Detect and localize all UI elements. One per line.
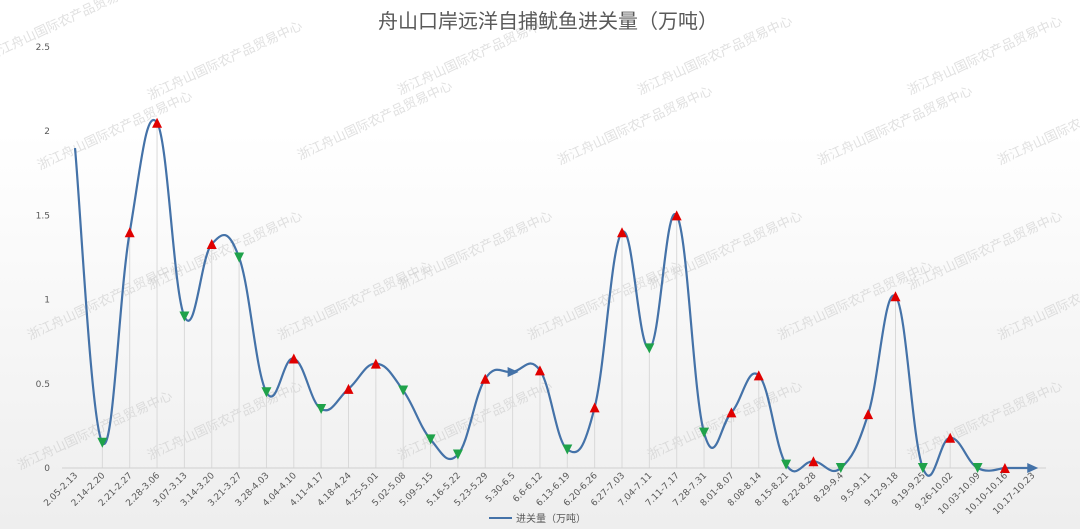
- data-marker-down: [699, 427, 710, 438]
- data-marker-down: [234, 252, 245, 263]
- data-marker-up: [890, 291, 901, 302]
- data-marker-up: [206, 239, 217, 250]
- watermark-text: 浙江舟山国际农产品贸易中心: [295, 79, 455, 164]
- data-marker-up: [753, 370, 764, 381]
- y-tick-label: 2.5: [36, 43, 50, 53]
- data-marker-up: [534, 365, 545, 376]
- watermark-text: 浙江舟山国际农产品贸易中心: [905, 14, 1065, 99]
- watermark-text: 浙江舟山国际农产品贸易中心: [395, 209, 555, 294]
- y-tick-label: 0.5: [36, 380, 50, 390]
- watermark-text: 浙江舟山国际农产品贸易中心: [645, 209, 805, 294]
- series-line: [73, 119, 1029, 477]
- data-marker-right: [1027, 463, 1039, 473]
- watermark-text: 浙江舟山国际农产品贸易中心: [145, 19, 305, 104]
- data-marker-up: [589, 402, 600, 413]
- drop-lines: [101, 122, 951, 468]
- watermark-text: 浙江舟山国际农产品贸易中心: [555, 84, 715, 169]
- markers: [97, 117, 1039, 473]
- watermark-text: 浙江舟山国际农产品贸易中心: [275, 259, 435, 344]
- data-marker-down: [972, 463, 983, 473]
- data-marker-down: [452, 449, 463, 460]
- data-marker-up: [726, 407, 737, 418]
- data-marker-down: [425, 434, 436, 445]
- data-marker-down: [179, 311, 190, 322]
- watermark-text: 浙江舟山国际农产品贸易中心: [0, 0, 145, 64]
- data-marker-down: [644, 343, 655, 354]
- y-tick-label: 0: [44, 464, 50, 474]
- y-tick-label: 2: [44, 127, 50, 137]
- data-marker-up: [124, 227, 135, 238]
- watermark-text: 浙江舟山国际农产品贸易中心: [905, 379, 1065, 464]
- data-marker-up: [808, 456, 819, 467]
- watermark-text: 浙江舟山国际农产品贸易中心: [35, 89, 195, 174]
- watermark-text: 浙江舟山国际农产品贸易中心: [905, 209, 1065, 294]
- data-marker-up: [863, 409, 874, 420]
- watermark-text: 浙江舟山国际农产品贸易中心: [815, 84, 975, 169]
- data-marker-up: [343, 383, 354, 394]
- watermark-text: 浙江舟山国际农产品贸易中心: [995, 84, 1080, 169]
- legend: 进关量（万吨）: [489, 512, 586, 525]
- chart-title: 舟山口岸远洋自捕鱿鱼进关量（万吨）: [378, 9, 718, 33]
- data-marker-up: [617, 227, 627, 238]
- legend-label: 进关量（万吨）: [516, 512, 586, 525]
- data-marker-down: [562, 444, 573, 455]
- data-marker-down: [917, 463, 928, 473]
- data-marker-up: [288, 353, 299, 364]
- watermark-text: 浙江舟山国际农产品贸易中心: [995, 259, 1080, 344]
- data-marker-up: [671, 210, 682, 221]
- data-marker-down: [398, 385, 409, 396]
- data-marker-down: [835, 463, 846, 473]
- data-marker-down: [781, 459, 792, 470]
- data-marker-right: [507, 367, 519, 378]
- data-marker-up: [152, 117, 163, 128]
- data-marker-down: [97, 437, 108, 448]
- data-marker-up: [945, 432, 956, 443]
- watermark-text: 浙江舟山国际农产品贸易中心: [145, 209, 305, 294]
- data-marker-up: [999, 463, 1010, 473]
- y-tick-label: 1: [44, 296, 50, 306]
- y-axis: 0 0.5 1 1.5 2 2.5: [36, 43, 51, 474]
- data-marker-down: [261, 387, 272, 398]
- x-axis: 2.05-2.132.14-2.202.21-2.272.28-3.063.07…: [42, 471, 1037, 517]
- data-marker-up: [480, 373, 491, 384]
- data-marker-down: [316, 404, 327, 415]
- data-marker-up: [370, 358, 381, 369]
- y-tick-label: 1.5: [36, 211, 50, 221]
- watermark-text: 浙江舟山国际农产品贸易中心: [775, 259, 935, 344]
